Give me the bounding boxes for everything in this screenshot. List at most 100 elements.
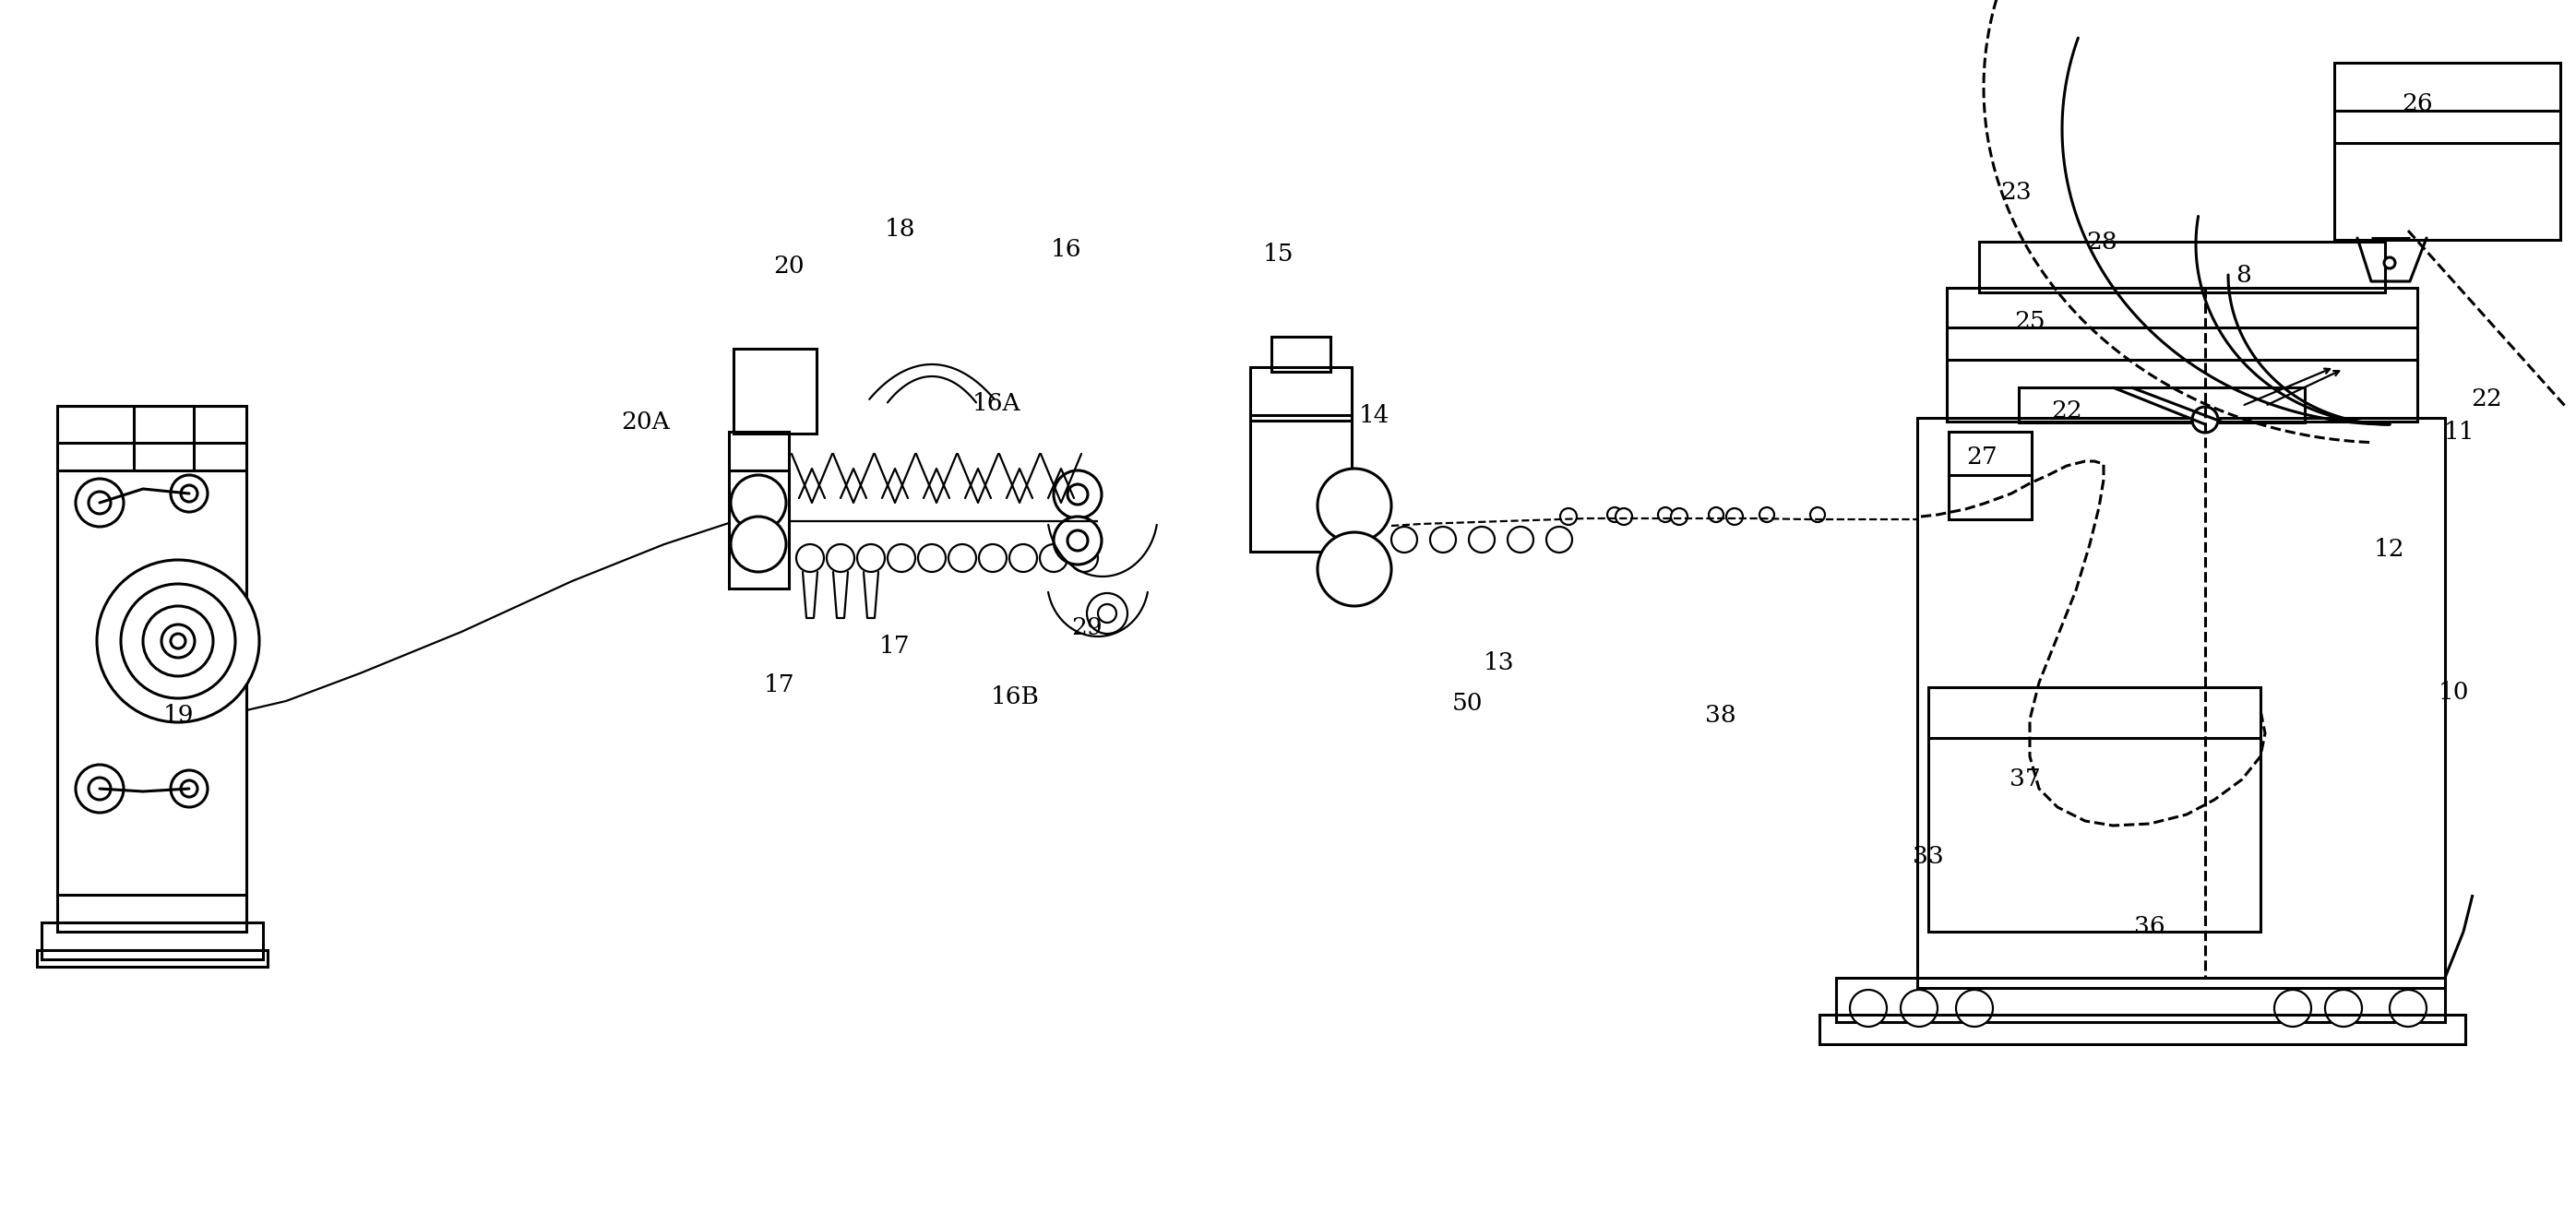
Bar [1819, 1015, 2465, 1044]
Text: 20: 20 [773, 255, 804, 278]
Bar [1249, 368, 1352, 421]
Circle shape [1901, 990, 1937, 1026]
Circle shape [1468, 526, 1494, 553]
Text: 13: 13 [1484, 651, 1515, 674]
Circle shape [1726, 508, 1744, 525]
Circle shape [2391, 990, 2427, 1026]
Circle shape [732, 475, 786, 530]
Circle shape [1811, 507, 1824, 522]
Circle shape [2275, 990, 2311, 1026]
Circle shape [2326, 990, 2362, 1026]
Text: 14: 14 [1360, 404, 1391, 427]
Bar [1917, 417, 2445, 987]
Circle shape [1607, 507, 1623, 522]
Circle shape [1069, 545, 1097, 571]
Text: 19: 19 [162, 704, 193, 727]
Bar [1978, 241, 2385, 292]
Circle shape [170, 475, 209, 512]
Circle shape [1010, 545, 1038, 571]
Text: 18: 18 [884, 217, 914, 240]
Circle shape [1054, 471, 1103, 518]
Circle shape [144, 606, 214, 676]
Circle shape [1507, 526, 1533, 553]
Circle shape [1561, 508, 1577, 525]
Circle shape [88, 491, 111, 514]
Circle shape [1546, 526, 1571, 553]
Text: 50: 50 [1450, 691, 1481, 714]
Circle shape [75, 764, 124, 813]
Circle shape [889, 545, 914, 571]
Text: 26: 26 [2401, 92, 2432, 115]
Text: 15: 15 [1262, 243, 1293, 266]
Text: 27: 27 [1965, 445, 1996, 468]
Circle shape [732, 517, 786, 571]
Circle shape [88, 778, 111, 799]
Circle shape [1430, 526, 1455, 553]
Circle shape [1391, 526, 1417, 553]
Text: 28: 28 [2087, 230, 2117, 254]
Text: 29: 29 [1072, 616, 1103, 639]
Bar [1249, 415, 1352, 552]
Circle shape [1850, 990, 1886, 1026]
Circle shape [1708, 507, 1723, 522]
Circle shape [1316, 468, 1391, 542]
Circle shape [75, 479, 124, 526]
Bar [1947, 432, 2032, 519]
Circle shape [121, 583, 234, 699]
Text: 22: 22 [2470, 387, 2501, 410]
Circle shape [180, 485, 198, 502]
Text: 38: 38 [1705, 704, 1736, 727]
Circle shape [796, 545, 824, 571]
Circle shape [1672, 508, 1687, 525]
Text: 16A: 16A [971, 392, 1020, 415]
Text: 8: 8 [2236, 263, 2251, 286]
Circle shape [2192, 406, 2218, 433]
Text: 17: 17 [765, 673, 796, 696]
Circle shape [1054, 517, 1103, 564]
Bar [729, 432, 788, 588]
Bar [734, 348, 817, 433]
Circle shape [2385, 257, 2396, 268]
Circle shape [1066, 484, 1087, 505]
Text: 16B: 16B [992, 685, 1038, 708]
Circle shape [170, 633, 185, 649]
Text: 36: 36 [2136, 916, 2166, 939]
Circle shape [1041, 545, 1066, 571]
Text: 16: 16 [1051, 238, 1082, 261]
Text: 22: 22 [2050, 399, 2081, 422]
Circle shape [1087, 593, 1128, 633]
Circle shape [1316, 533, 1391, 606]
Circle shape [1615, 508, 1633, 525]
Circle shape [1955, 990, 1994, 1026]
Circle shape [1759, 507, 1775, 522]
Circle shape [1097, 604, 1115, 622]
Bar [41, 922, 263, 959]
Text: 33: 33 [1914, 844, 1945, 867]
Circle shape [917, 545, 945, 571]
Circle shape [858, 545, 884, 571]
Text: 23: 23 [2002, 181, 2032, 204]
Bar [1947, 287, 2416, 422]
Text: 10: 10 [2439, 680, 2470, 704]
Text: 25: 25 [2014, 309, 2045, 332]
Text: 37: 37 [2009, 768, 2040, 791]
Text: 12: 12 [2375, 537, 2406, 560]
Circle shape [170, 770, 209, 807]
Circle shape [98, 560, 260, 722]
Bar [57, 406, 247, 932]
Bar [1837, 978, 2445, 1023]
Bar [2020, 387, 2306, 422]
Bar [1929, 688, 2262, 932]
Text: 20A: 20A [621, 410, 670, 433]
Text: 17: 17 [878, 634, 909, 657]
Bar [2334, 63, 2561, 240]
Circle shape [827, 545, 855, 571]
Circle shape [979, 545, 1007, 571]
Circle shape [1659, 507, 1672, 522]
Circle shape [162, 625, 196, 657]
Circle shape [948, 545, 976, 571]
Text: 11: 11 [2445, 420, 2476, 443]
Circle shape [1066, 530, 1087, 551]
Bar [1273, 337, 1329, 371]
Bar [36, 950, 268, 967]
